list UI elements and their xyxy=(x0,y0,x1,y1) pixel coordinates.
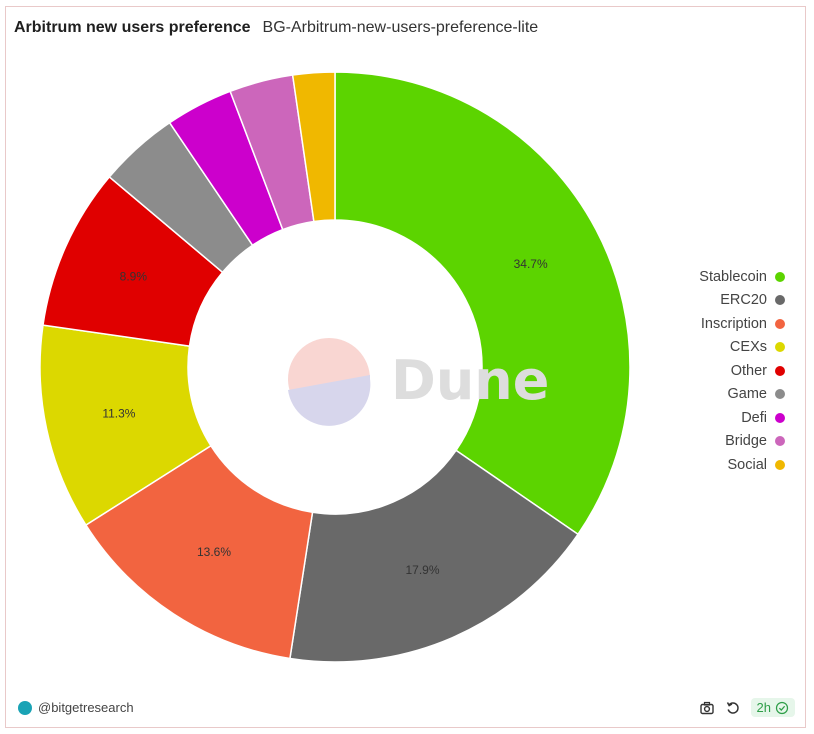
watermark-circle-bottom xyxy=(288,375,371,426)
author-handle[interactable]: @bitgetresearch xyxy=(38,700,134,715)
legend-label: Bridge xyxy=(725,433,767,450)
legend-swatch xyxy=(775,318,785,329)
legend-item-social[interactable]: Social xyxy=(699,453,785,477)
legend-label: Other xyxy=(730,362,767,379)
slice-label-stablecoin: 34.7% xyxy=(514,257,548,271)
legend-swatch xyxy=(775,389,785,400)
footer-actions: 2h xyxy=(699,698,795,717)
legend-swatch xyxy=(775,295,785,306)
legend-swatch xyxy=(775,412,785,423)
slice-erc20[interactable] xyxy=(289,449,580,663)
camera-icon[interactable] xyxy=(699,700,715,716)
check-circle-icon xyxy=(775,701,789,714)
legend-item-other[interactable]: Other xyxy=(699,359,785,383)
chart-title: Arbitrum new users preference xyxy=(14,19,251,36)
slice-stablecoin[interactable] xyxy=(334,71,631,536)
legend: Stablecoin ERC20 Inscription CEXs Other Game D… xyxy=(699,265,785,477)
legend-label: Game xyxy=(727,386,768,403)
slice-label-erc20: 17.9% xyxy=(406,563,440,577)
slice-labels-group: 34.7% 17.9% 13.6% 11.3% 8.9% xyxy=(102,257,548,577)
watermark-text: Dune xyxy=(391,349,549,412)
legend-swatch xyxy=(775,342,785,353)
slice-label-other: 8.9% xyxy=(120,270,148,284)
legend-label: CEXs xyxy=(729,339,767,356)
slices-group xyxy=(39,71,631,663)
legend-item-erc20[interactable]: ERC20 xyxy=(699,289,785,313)
legend-label: Stablecoin xyxy=(699,268,767,285)
legend-item-stablecoin[interactable]: Stablecoin xyxy=(699,265,785,289)
donut-chart: 34.7% 17.9% 13.6% 11.3% 8.9% Dune xyxy=(39,71,631,663)
legend-item-inscription[interactable]: Inscription xyxy=(699,312,785,336)
legend-item-defi[interactable]: Defi xyxy=(699,406,785,430)
refresh-icon[interactable] xyxy=(725,700,741,716)
legend-swatch xyxy=(775,271,785,282)
query-name[interactable]: BG-Arbitrum-new-users-preference-lite xyxy=(262,19,539,36)
slice-label-cexs: 11.3% xyxy=(102,406,135,420)
legend-swatch xyxy=(775,459,785,470)
legend-swatch xyxy=(775,436,785,447)
legend-label: Inscription xyxy=(700,315,767,332)
legend-label: ERC20 xyxy=(720,292,767,309)
legend-label: Defi xyxy=(741,409,767,426)
query-age-text: 2h xyxy=(756,700,771,715)
author-avatar-icon xyxy=(18,700,32,715)
slice-inscription[interactable] xyxy=(84,444,314,660)
dune-watermark: Dune xyxy=(288,338,549,426)
slice-social[interactable] xyxy=(291,71,336,223)
chart-card: 34.7% 17.9% 13.6% 11.3% 8.9% Dune Arbitrum n… xyxy=(5,6,806,728)
legend-label: Social xyxy=(727,456,768,473)
legend-item-game[interactable]: Game xyxy=(699,383,785,407)
query-age-badge[interactable]: 2h xyxy=(750,698,795,717)
legend-swatch xyxy=(775,365,785,376)
legend-item-cexs[interactable]: CEXs xyxy=(699,336,785,360)
chart-header: Arbitrum new users preference BG-Arbitru… xyxy=(14,19,538,37)
legend-item-bridge[interactable]: Bridge xyxy=(699,430,785,454)
slice-label-inscription: 13.6% xyxy=(197,545,231,559)
footer-author[interactable]: @bitgetresearch xyxy=(18,700,134,715)
